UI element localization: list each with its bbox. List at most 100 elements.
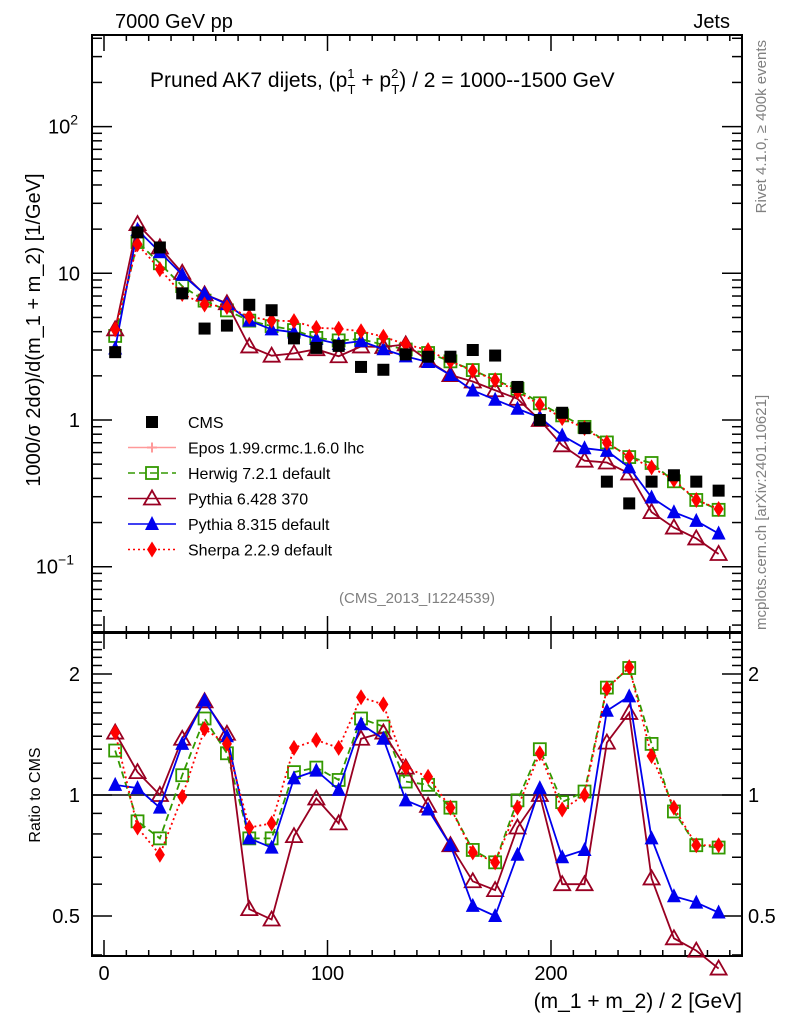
ratio-point-pythia-8315 xyxy=(644,830,659,845)
data-point-sherpa-229 xyxy=(154,261,165,278)
data-point-sherpa-229 xyxy=(132,236,143,253)
ratio-point-pythia-8315 xyxy=(465,897,480,912)
data-point-cms xyxy=(265,304,278,317)
ratio-point-sherpa-229 xyxy=(646,748,657,765)
x-tick-label: 200 xyxy=(534,963,567,985)
ratio-point-pythia-8315 xyxy=(175,735,190,750)
ratio-point-pythia-6428 xyxy=(709,958,729,976)
ratio-point-sherpa-229 xyxy=(512,799,523,816)
ratio-point-pythia-8315 xyxy=(354,716,369,731)
header-left: 7000 GeV pp xyxy=(115,11,233,33)
ratio-point-sherpa-229 xyxy=(445,799,456,816)
data-point-cms xyxy=(444,350,457,363)
data-point-sherpa-229 xyxy=(400,336,411,353)
ratio-point-pythia-8315 xyxy=(666,888,681,903)
ratio-point-sherpa-229 xyxy=(288,739,299,756)
data-point-cms xyxy=(131,226,144,239)
data-point-cms xyxy=(645,475,658,488)
data-point-pythia-6428 xyxy=(239,336,259,354)
data-point-cms xyxy=(310,341,323,354)
data-point-sherpa-229 xyxy=(467,362,478,379)
data-point-sherpa-229 xyxy=(601,434,612,451)
data-point-cms xyxy=(198,322,211,335)
main-y-axis-label: 1000/σ 2dσ)/d(m_1 + m_2) [1/GeV] xyxy=(23,173,45,486)
ratio-point-pythia-8315 xyxy=(242,830,257,845)
data-point-pythia-8315 xyxy=(354,333,369,348)
data-point-cms xyxy=(422,350,435,363)
ratio-point-sherpa-229 xyxy=(132,819,143,836)
ratio-y-tick-label-left: 1 xyxy=(69,785,80,807)
data-point-pythia-8315 xyxy=(666,504,681,519)
ratio-point-pythia-6428 xyxy=(664,928,684,946)
ratio-point-pythia-6428 xyxy=(284,826,304,844)
data-point-cms xyxy=(489,349,502,362)
data-point-sherpa-229 xyxy=(624,448,635,465)
ratio-point-pythia-8315 xyxy=(376,730,391,745)
legend: CMS Epos 1.99.crmc.1.6.0 lhc Herwig 7.2.1 … xyxy=(128,415,364,560)
data-point-pythia-8315 xyxy=(510,400,525,415)
data-point-sherpa-229 xyxy=(356,323,367,340)
data-point-sherpa-229 xyxy=(713,500,724,517)
data-point-sherpa-229 xyxy=(378,328,389,345)
data-point-pythia-8315 xyxy=(622,459,637,474)
ratio-point-pythia-8315 xyxy=(152,799,167,814)
ratio-point-sherpa-229 xyxy=(266,815,277,832)
data-point-sherpa-229 xyxy=(534,396,545,413)
ratio-point-pythia-8315 xyxy=(108,776,123,791)
ratio-point-sherpa-229 xyxy=(154,846,165,863)
ratio-point-pythia-8315 xyxy=(331,781,346,796)
data-point-cms xyxy=(712,484,725,497)
ratio-point-pythia-8315 xyxy=(488,908,503,922)
ratio-point-pythia-8315 xyxy=(599,702,614,717)
ratio-point-sherpa-229 xyxy=(534,745,545,762)
ratio-y-axis-label: Ratio to CMS xyxy=(27,747,44,842)
ratio-point-sherpa-229 xyxy=(668,799,679,816)
data-point-sherpa-229 xyxy=(199,296,210,313)
data-point-cms xyxy=(533,414,546,426)
ratio-point-sherpa-229 xyxy=(177,788,188,805)
data-point-pythia-6428 xyxy=(262,345,282,363)
data-point-pythia-8315 xyxy=(197,286,212,301)
ratio-point-pythia-8315 xyxy=(577,841,592,856)
data-point-pythia-6428 xyxy=(552,435,572,453)
data-point-pythia-6428 xyxy=(686,528,706,546)
data-point-cms xyxy=(600,475,613,488)
ratio-point-sherpa-229 xyxy=(490,854,501,871)
data-point-pythia-6428 xyxy=(329,346,349,364)
ratio-point-sherpa-229 xyxy=(713,837,724,854)
data-point-pythia-8315 xyxy=(555,427,570,442)
ratio-y-tick-label-right: 1 xyxy=(748,785,759,807)
y-tick-label: 10−1 xyxy=(36,552,74,579)
ratio-point-sherpa-229 xyxy=(199,720,210,737)
ratio-y-tick-label-right: 2 xyxy=(748,664,759,686)
data-point-cms xyxy=(332,339,345,352)
data-point-pythia-8315 xyxy=(488,391,503,406)
ratio-point-sherpa-229 xyxy=(221,735,232,752)
data-point-sherpa-229 xyxy=(244,308,255,325)
data-point-sherpa-229 xyxy=(646,459,657,476)
ratio-point-sherpa-229 xyxy=(378,696,389,713)
legend-marker xyxy=(146,416,158,428)
data-point-cms xyxy=(690,475,703,488)
ratio-point-pythia-6428 xyxy=(686,940,706,958)
ratio-point-pythia-8315 xyxy=(197,692,212,707)
axis-ticks: 0 100 200 10−1 1 10 102 0.5 0.5 1 1 2 2 xyxy=(36,35,776,985)
x-tick-label: 100 xyxy=(311,963,344,985)
ratio-point-pythia-6428 xyxy=(329,813,349,831)
y-tick-label: 1 xyxy=(69,410,80,432)
data-point-sherpa-229 xyxy=(333,320,344,337)
data-point-pythia-8315 xyxy=(644,489,659,504)
data-point-pythia-8315 xyxy=(443,367,458,382)
ratio-point-pythia-6428 xyxy=(127,762,148,780)
x-tick-label: 0 xyxy=(98,963,109,985)
ratio-point-herwig-721 xyxy=(108,743,123,758)
ratio-point-sherpa-229 xyxy=(579,787,590,803)
data-point-sherpa-229 xyxy=(110,321,121,338)
data-point-sherpa-229 xyxy=(221,298,232,315)
legend-marker xyxy=(145,516,159,530)
data-point-cms xyxy=(399,348,412,361)
ratio-point-pythia-6428 xyxy=(262,909,282,927)
mcplots-label: mcplots.cern.ch [arXiv:2401.10621] xyxy=(753,395,770,630)
ratio-point-pythia-6428 xyxy=(306,788,326,806)
